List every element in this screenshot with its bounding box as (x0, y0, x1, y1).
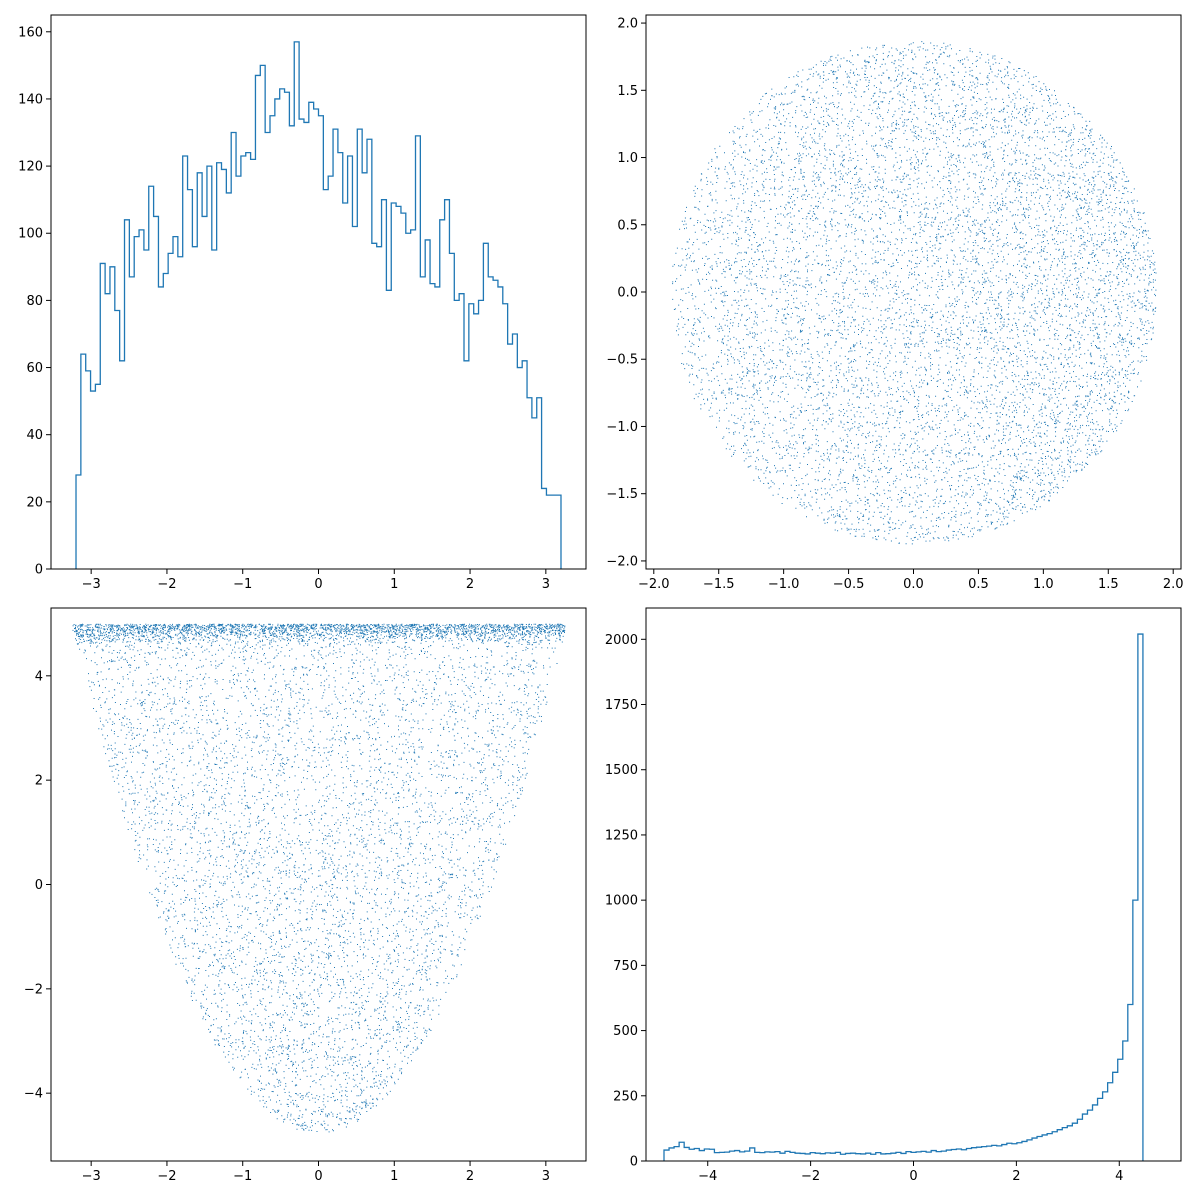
x-tick-label: −0.5 (833, 577, 865, 592)
x-tick-label: −2 (157, 1169, 176, 1184)
x-tick-label: 1 (390, 1169, 398, 1184)
panel-top-left: −3 −2 −1 0 1 2 3 0 20 40 60 80 100 120 140 160 (18, 14, 587, 592)
y-tick-label: 1250 (605, 828, 638, 843)
x-tick-label: 1.0 (1033, 577, 1054, 592)
y-tick-label: −2.0 (606, 554, 638, 569)
panel-bottom-right: −4 −2 0 2 4 0 250 500 750 1000 1250 1500 1750 2000 (605, 607, 1182, 1184)
histogram-step-line (75, 41, 562, 569)
x-tick-label: 3 (542, 577, 550, 592)
x-tick-label: 4 (1115, 1169, 1123, 1184)
scatter-points (672, 41, 1157, 545)
y-tick-label: −4 (24, 1087, 43, 1102)
x-tick-label: −1.0 (768, 577, 800, 592)
y-tick-label: 2 (35, 774, 43, 789)
y-tick-label: −1.5 (606, 487, 638, 502)
x-tick-label: −2.0 (638, 577, 670, 592)
scatter-points (72, 623, 566, 1133)
y-tick-label: 120 (18, 160, 43, 175)
y-tick-label: 0.5 (617, 218, 638, 233)
y-tick-label: 1000 (605, 894, 638, 909)
x-tick-label: −3 (82, 577, 101, 592)
y-tick-label: 2000 (605, 633, 638, 648)
y-tick-label: 20 (26, 495, 43, 510)
y-tick-label: 160 (18, 25, 43, 40)
x-tick-label: 1 (390, 577, 398, 592)
y-tick-label: 250 (613, 1089, 638, 1104)
y-tick-label: 4 (35, 669, 43, 684)
x-tick-label: −1 (233, 1169, 252, 1184)
y-tick-label: −1.0 (606, 420, 638, 435)
x-tick-label: −4 (698, 1169, 717, 1184)
x-tick-label: −2 (801, 1169, 820, 1184)
x-tick-label: 0 (909, 1169, 917, 1184)
x-tick-label: −2 (157, 577, 176, 592)
x-tick-label: 0.0 (903, 577, 924, 592)
y-tick-label: 750 (613, 959, 638, 974)
x-tick-label: 0.5 (968, 577, 989, 592)
y-tick-label: −2 (24, 982, 43, 997)
x-tick-label: −1 (233, 577, 252, 592)
y-tick-label: 1.0 (617, 151, 638, 166)
axes-frame (645, 607, 1182, 1162)
y-tick-label: 500 (613, 1024, 638, 1039)
panel-top-right: −2.0 −1.5 −1.0 −0.5 0.0 0.5 1.0 1.5 2.0 −2.0 −1.5 −… (606, 14, 1184, 592)
axes-frame (645, 14, 1182, 570)
y-tick-label: 0 (630, 1155, 638, 1170)
y-tick-label: 0 (35, 878, 43, 893)
y-tick-label: 80 (26, 294, 43, 309)
x-tick-label: 1.5 (1098, 577, 1119, 592)
y-tick-label: 0.0 (617, 286, 638, 301)
x-tick-label: 0 (314, 577, 322, 592)
x-tick-label: 2.0 (1163, 577, 1184, 592)
x-tick-label: 0 (314, 1169, 322, 1184)
y-tick-label: −0.5 (606, 353, 638, 368)
histogram-step-line (663, 633, 1144, 1161)
y-tick-label: 1.5 (617, 84, 638, 99)
y-tick-label: 40 (26, 428, 43, 443)
x-tick-label: 2 (1012, 1169, 1020, 1184)
y-tick-label: 60 (26, 361, 43, 376)
y-tick-label: 2.0 (617, 17, 638, 32)
y-tick-label: 1750 (605, 698, 638, 713)
x-tick-label: −3 (82, 1169, 101, 1184)
y-tick-label: 1500 (605, 763, 638, 778)
x-tick-label: 2 (466, 577, 474, 592)
axes-frame (50, 14, 587, 570)
y-tick-label: 140 (18, 92, 43, 107)
axes-frame (50, 607, 587, 1162)
y-tick-label: 0 (35, 563, 43, 578)
x-tick-label: −1.5 (703, 577, 735, 592)
y-tick-label: 100 (18, 227, 43, 242)
x-tick-label: 3 (542, 1169, 550, 1184)
x-tick-label: 2 (466, 1169, 474, 1184)
panel-bottom-left: −3 −2 −1 0 1 2 3 −4 −2 0 2 4 (24, 607, 587, 1184)
